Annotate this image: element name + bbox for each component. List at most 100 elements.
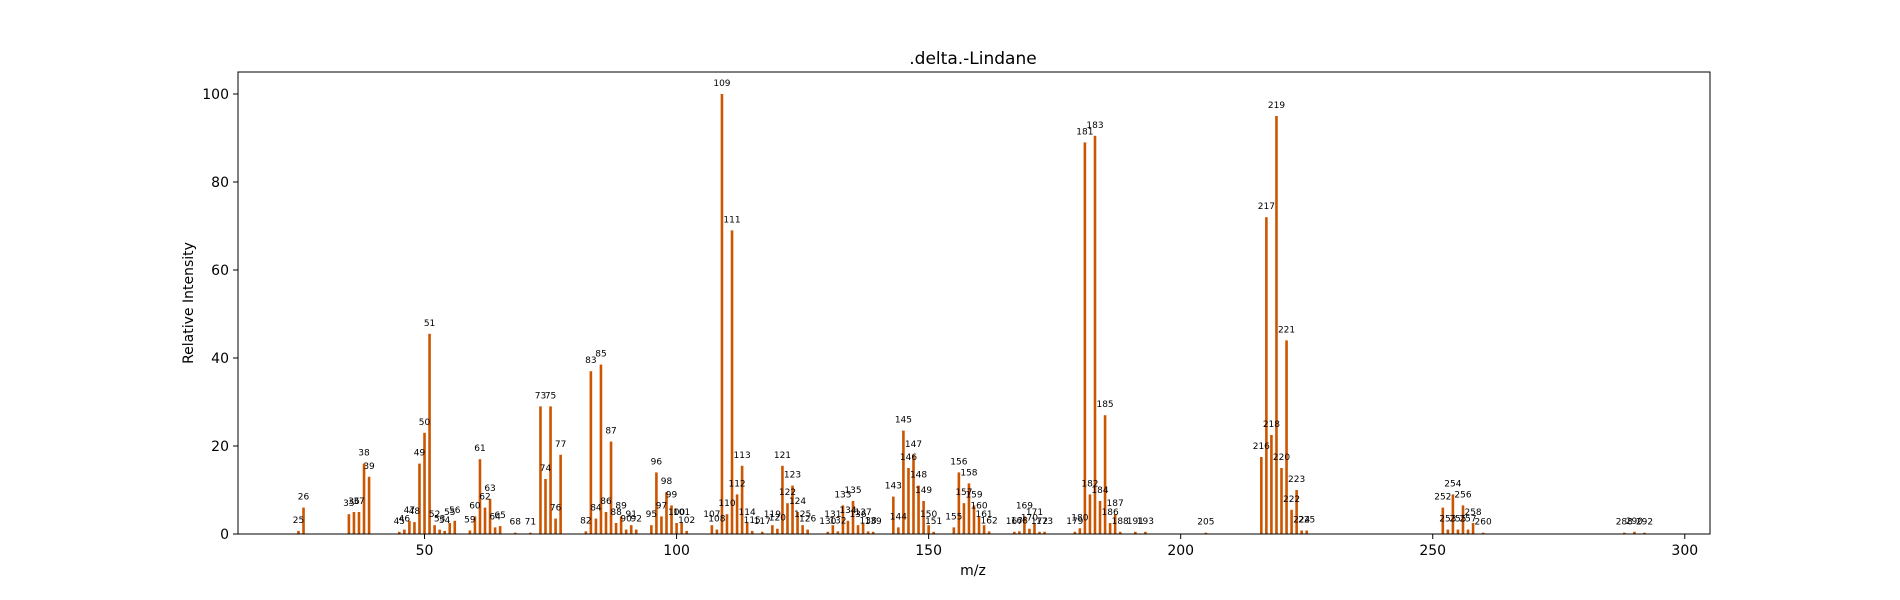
peak-label-121: 121 <box>774 451 791 461</box>
peak-label-60: 60 <box>469 501 481 511</box>
peak-label-216: 216 <box>1253 442 1270 452</box>
bar-mz-54 <box>443 530 446 534</box>
bar-mz-65 <box>498 526 502 534</box>
x-tick-label: 300 <box>1671 543 1698 559</box>
bar-mz-193 <box>1144 531 1147 534</box>
peak-label-288: 288 <box>1616 518 1633 528</box>
peak-label-254: 254 <box>1444 479 1461 489</box>
bar-mz-136 <box>856 525 860 534</box>
bar-mz-120 <box>776 528 779 534</box>
peak-label-193: 193 <box>1137 517 1154 527</box>
bar-mz-117 <box>760 531 764 534</box>
bar-mz-221 <box>1285 340 1288 534</box>
bar-mz-96 <box>655 472 658 534</box>
bar-mz-225 <box>1305 530 1309 534</box>
peak-label-169: 169 <box>1016 501 1033 511</box>
peak-label-107: 107 <box>703 510 720 520</box>
bar-mz-123 <box>791 485 794 534</box>
peak-label-255: 255 <box>1449 515 1466 525</box>
peak-label-102: 102 <box>678 516 695 526</box>
bar-mz-161 <box>982 525 986 534</box>
peak-label-91: 91 <box>625 510 636 520</box>
bar-mz-62 <box>483 507 487 534</box>
peak-label-112: 112 <box>728 479 745 489</box>
peak-label-111: 111 <box>723 215 740 225</box>
bar-mz-132 <box>836 531 840 534</box>
bar-mz-219 <box>1275 116 1278 534</box>
bar-mz-179 <box>1073 531 1077 534</box>
bar-mz-92 <box>634 529 638 534</box>
peak-label-77: 77 <box>555 440 566 450</box>
y-axis-title: Relative Intensity <box>181 242 197 364</box>
bar-mz-143 <box>892 496 895 534</box>
peak-label-50: 50 <box>419 418 431 428</box>
bar-mz-26 <box>302 507 305 534</box>
bar-mz-157 <box>962 503 966 534</box>
peak-label-100: 100 <box>668 508 685 518</box>
peak-label-87: 87 <box>605 427 616 437</box>
bar-mz-60 <box>473 516 477 534</box>
peak-label-182: 182 <box>1081 479 1098 489</box>
bar-mz-73 <box>539 406 542 534</box>
peak-label-74: 74 <box>540 464 552 474</box>
peak-label-95: 95 <box>646 510 657 520</box>
x-tick-label: 100 <box>663 543 690 559</box>
bar-mz-135 <box>851 501 855 534</box>
bar-mz-149 <box>922 501 925 534</box>
peak-label-46: 46 <box>399 515 411 525</box>
bar-mz-255 <box>1456 529 1460 534</box>
peak-label-92: 92 <box>631 515 642 525</box>
peak-label-150: 150 <box>920 510 937 520</box>
peak-label-39: 39 <box>363 462 375 472</box>
bar-mz-254 <box>1451 494 1455 534</box>
peak-label-126: 126 <box>799 515 816 525</box>
bar-mz-188 <box>1118 531 1122 534</box>
peak-label-162: 162 <box>981 516 998 526</box>
peak-label-55: 55 <box>444 508 455 518</box>
bar-mz-76 <box>554 518 557 534</box>
bar-mz-84 <box>594 518 598 534</box>
bar-mz-216 <box>1260 457 1263 534</box>
bar-mz-258 <box>1471 523 1475 534</box>
y-tick-label: 40 <box>211 351 229 367</box>
bars-layer <box>297 94 1646 535</box>
bar-mz-151 <box>932 531 935 534</box>
bar-mz-160 <box>977 516 981 534</box>
peak-label-36: 36 <box>348 497 360 507</box>
peak-label-75: 75 <box>545 391 556 401</box>
peak-label-134: 134 <box>839 506 856 516</box>
peak-label-84: 84 <box>590 504 602 514</box>
peak-label-130: 130 <box>819 517 836 527</box>
bar-mz-47 <box>408 520 411 534</box>
bar-mz-159 <box>972 505 976 534</box>
peak-label-110: 110 <box>718 499 735 509</box>
peak-label-138: 138 <box>860 516 877 526</box>
bar-mz-155 <box>952 527 956 534</box>
y-tick-label: 100 <box>202 87 229 103</box>
peak-label-96: 96 <box>651 457 663 467</box>
bar-mz-46 <box>403 529 406 534</box>
bar-mz-172 <box>1038 531 1041 534</box>
peak-label-252: 252 <box>1434 493 1451 503</box>
bar-mz-111 <box>730 230 734 534</box>
peak-label-170: 170 <box>1021 514 1038 524</box>
bar-mz-148 <box>917 485 920 534</box>
peak-label-35: 35 <box>343 499 354 509</box>
peak-label-89: 89 <box>615 501 627 511</box>
bar-mz-126 <box>806 529 809 534</box>
bar-mz-256 <box>1461 505 1465 534</box>
peak-label-71: 71 <box>525 518 536 528</box>
peak-label-119: 119 <box>764 510 781 520</box>
bar-mz-39 <box>367 476 371 534</box>
bar-mz-121 <box>781 465 784 534</box>
chart-title: .delta.-Lindane <box>909 49 1036 69</box>
bar-mz-220 <box>1280 468 1283 534</box>
peak-label-224: 224 <box>1293 515 1310 525</box>
peak-label-157: 157 <box>955 488 972 498</box>
bar-mz-55 <box>448 523 452 534</box>
bar-mz-90 <box>624 529 628 534</box>
peak-label-253: 253 <box>1439 515 1456 525</box>
bar-mz-158 <box>967 483 971 534</box>
peak-label-108: 108 <box>708 515 725 525</box>
